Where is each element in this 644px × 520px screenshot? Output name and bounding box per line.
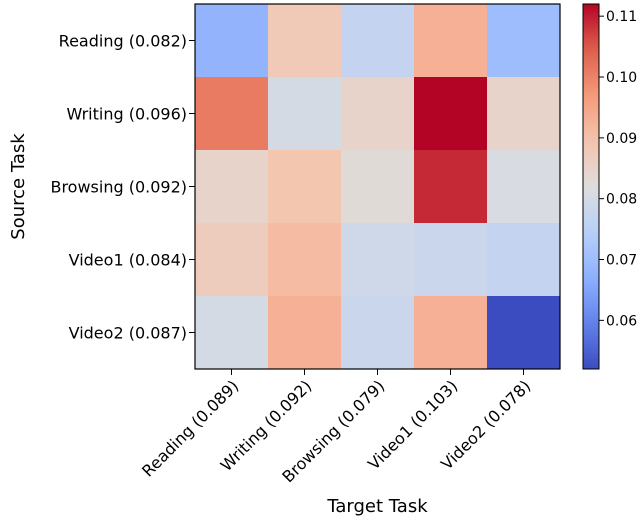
y-tick-label: Video2 (0.087) (69, 324, 187, 343)
x-axis-label: Target Task (326, 496, 428, 517)
heatmap-cell (195, 77, 269, 151)
heatmap-cell (195, 296, 269, 370)
y-tick-label: Video1 (0.084) (69, 251, 187, 270)
colorbar-ticks: 0.06 0.07 0.08 0.09 0.10 0.11 (599, 9, 637, 329)
heatmap-cell (414, 296, 488, 370)
x-axis-ticks: Reading (0.089)Writing (0.092)Browsing (… (138, 369, 534, 486)
colorbar-tick-label: 0.10 (606, 70, 637, 86)
heatmap-cell (414, 223, 488, 297)
heatmap-cell (341, 77, 415, 151)
heatmap-cell (268, 296, 342, 370)
heatmap-cell (414, 77, 488, 151)
y-tick-label: Reading (0.082) (59, 32, 187, 51)
y-tick-label: Browsing (0.092) (50, 178, 187, 197)
colorbar-tick-label: 0.11 (606, 9, 637, 25)
heatmap-cell (268, 77, 342, 151)
colorbar-tick-label: 0.06 (606, 313, 637, 329)
y-axis-label: Source Task (8, 133, 29, 240)
heatmap-cell (414, 4, 488, 78)
heatmap-cell (487, 4, 561, 78)
heatmap-cell (341, 150, 415, 224)
heatmap-cell (487, 77, 561, 151)
colorbar-tick-label: 0.08 (606, 192, 637, 208)
heatmap-cell (195, 150, 269, 224)
heatmap-cell (341, 223, 415, 297)
heatmap-cell (195, 223, 269, 297)
heatmap-cell (487, 296, 561, 370)
heatmap-cell (195, 4, 269, 78)
colorbar-tick-label: 0.09 (606, 131, 637, 147)
colorbar (582, 3, 600, 370)
y-tick-label: Writing (0.096) (66, 105, 187, 124)
heatmap-cell (268, 150, 342, 224)
heatmap-cell (268, 223, 342, 297)
heatmap-cell (487, 223, 561, 297)
heatmap-cell (341, 4, 415, 78)
colorbar-tick-label: 0.07 (606, 253, 637, 269)
heatmap-cell (268, 4, 342, 78)
heatmap-cell (341, 296, 415, 370)
heatmap-cell (487, 150, 561, 224)
heatmap-cell (414, 150, 488, 224)
heatmap-cells (195, 4, 561, 370)
y-axis-ticks: Reading (0.082) Writing (0.096) Browsing (… (50, 32, 195, 343)
